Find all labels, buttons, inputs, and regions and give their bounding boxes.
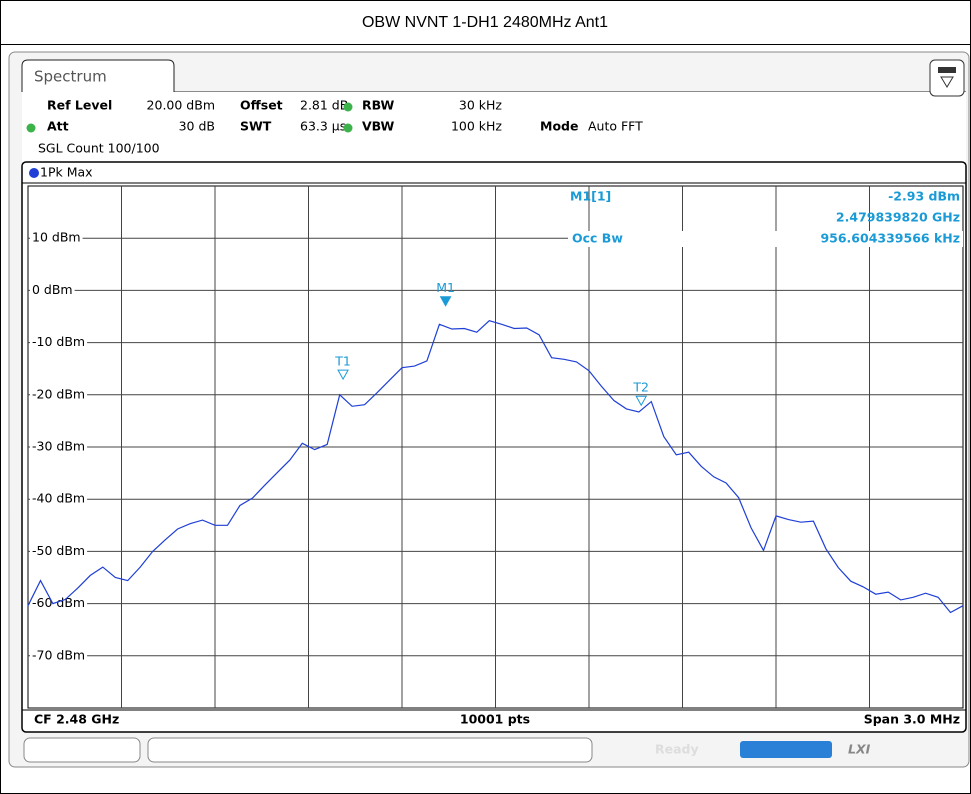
marker-label: M1: [436, 280, 455, 295]
y-tick-label: -20 dBm: [32, 386, 85, 401]
status-field[interactable]: [23, 737, 141, 763]
menu-icon-arrow: [940, 76, 954, 88]
setting-value: Auto FFT: [588, 119, 643, 134]
y-tick-label: -60 dBm: [32, 595, 85, 610]
tab-label[interactable]: Spectrum: [34, 68, 107, 86]
progress-bar: [740, 741, 832, 758]
occ-bw-value: 956.604339566 kHz: [820, 231, 960, 246]
trace-line: [27, 320, 964, 614]
footer-span: Span 3.0 MHz: [864, 712, 960, 727]
y-tick-label-bg: [30, 439, 88, 455]
status-dot: [26, 123, 36, 133]
status-dot: [343, 123, 353, 133]
y-tick-label-bg: [30, 282, 75, 299]
footer-points: 10001 pts: [460, 712, 530, 727]
setting-label: VBW: [362, 119, 395, 134]
trace-dot: [29, 168, 39, 178]
setting-label: SWT: [240, 119, 272, 134]
y-tick-label: 0 dBm: [32, 282, 73, 297]
status-dot: [343, 102, 353, 112]
occ-bw-label: Occ Bw: [572, 231, 623, 246]
y-tick-label-bg: [30, 386, 88, 403]
y-tick-label: -30 dBm: [32, 439, 85, 454]
tab-shape: [21, 59, 966, 93]
y-tick-label-bg: [30, 543, 88, 560]
status-field[interactable]: [147, 737, 593, 763]
setting-text: SGL Count 100/100: [38, 141, 160, 156]
y-tick-label-bg: [30, 595, 88, 612]
plot-content: 10 dBm 0 dBm -10 dBm -20 dBm -30 dBm -40 dBm -…: [27, 186, 964, 708]
y-tick-label: -70 dBm: [32, 647, 85, 662]
trace-label: 1Pk Max: [40, 165, 93, 180]
menu-icon[interactable]: [929, 59, 965, 97]
marker: [337, 369, 349, 381]
occ-bw-bg: [568, 231, 963, 247]
setting-value: 30 kHz: [459, 98, 503, 113]
y-tick-label: -50 dBm: [32, 543, 85, 558]
marker-readout: M1[1]: [570, 189, 611, 204]
setting-value: 2.81 dB: [300, 98, 348, 113]
setting-value: 100 kHz: [451, 119, 502, 134]
y-tick-label: -10 dBm: [32, 334, 85, 349]
setting-label: RBW: [362, 98, 394, 113]
y-tick-label-bg: [30, 647, 88, 664]
marker-readout-freq: 2.479839820 GHz: [836, 210, 960, 225]
setting-value: 63.3 µs: [300, 119, 346, 134]
setting-label: Offset: [240, 98, 283, 113]
setting-value: 20.00 dBm: [147, 98, 215, 113]
y-tick-label: 10 dBm: [32, 230, 81, 245]
marker-label: T1: [334, 354, 351, 369]
y-tick-label: -40 dBm: [32, 491, 85, 506]
marker-label: T2: [632, 380, 649, 395]
marker: [635, 395, 648, 407]
setting-value: 30 dB: [179, 119, 215, 134]
menu-icon-bar: [938, 67, 956, 73]
settings-panel: [22, 92, 966, 162]
lxi-logo: LXI: [848, 742, 871, 757]
footer-center: CF 2.48 GHz: [34, 712, 119, 727]
y-tick-label-bg: [30, 491, 88, 508]
y-tick-label-bg: [30, 230, 83, 247]
setting-label: Att: [47, 119, 69, 134]
status-text: Ready: [655, 742, 699, 757]
page-title: OBW NVNT 1-DH1 2480MHz Ant1: [362, 14, 608, 31]
marker: [439, 296, 452, 307]
setting-label: Mode: [540, 119, 578, 134]
marker-readout-value: -2.93 dBm: [888, 189, 960, 204]
setting-label: Ref Level: [47, 98, 112, 113]
y-tick-label-bg: [30, 334, 88, 351]
